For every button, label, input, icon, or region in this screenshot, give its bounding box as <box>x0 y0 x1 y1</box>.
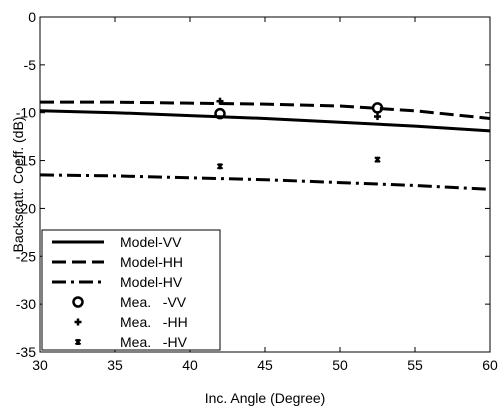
y-axis-title: Backscatt. Coeff. (dB) <box>10 117 26 253</box>
series-layer <box>39 97 491 191</box>
y-tick-label: 0 <box>28 9 36 25</box>
legend-swatch-4 <box>74 318 82 326</box>
series-marker-3 <box>371 102 384 114</box>
legend-label-5: Mea. -HV <box>120 334 188 350</box>
series-marker-5 <box>374 156 381 163</box>
legend-label-1: Model-HH <box>120 254 183 270</box>
series-line-0 <box>39 109 491 133</box>
x-tick-label: 40 <box>182 357 198 373</box>
x-tick-label: 30 <box>32 357 48 373</box>
x-tick-label: 45 <box>257 357 273 373</box>
series-marker-5 <box>216 163 224 170</box>
legend-label-4: Mea. -HH <box>120 314 188 330</box>
x-tick-label: 60 <box>482 357 498 373</box>
series-line-1 <box>40 100 491 120</box>
y-tick-label: -20 <box>16 200 36 216</box>
x-tick-label: 50 <box>332 357 348 373</box>
legend: Model-VV Model-HH Model-HV Mea. -VV Mea. -HH… <box>41 229 221 351</box>
series-marker-3 <box>214 107 226 120</box>
x-tick-label: 35 <box>107 357 123 373</box>
series-line-2 <box>39 173 491 191</box>
axis-ticks: 30 35 40 45 50 55 60 0 -5 -10 -15 -20 -25 -30 -35 <box>16 9 498 373</box>
x-tick-label: 55 <box>407 357 423 373</box>
legend-label-0: Model-VV <box>120 234 182 250</box>
legend-label-2: Model-HV <box>120 274 183 290</box>
legend-label-3: Mea. -VV <box>120 294 187 310</box>
y-tick-label: -35 <box>16 344 36 360</box>
legend-swatch-3 <box>72 296 84 308</box>
y-tick-label: -25 <box>16 248 36 264</box>
y-tick-label: -15 <box>16 153 36 169</box>
legend-box <box>41 229 221 351</box>
series-marker-4 <box>216 97 224 105</box>
x-axis-title: Inc. Angle (Degree) <box>205 390 326 406</box>
series-marker-4 <box>374 113 381 121</box>
y-tick-label: -30 <box>16 296 36 312</box>
legend-swatch-5 <box>74 338 82 346</box>
y-tick-label: -10 <box>16 105 36 121</box>
y-tick-label: -5 <box>24 57 37 73</box>
